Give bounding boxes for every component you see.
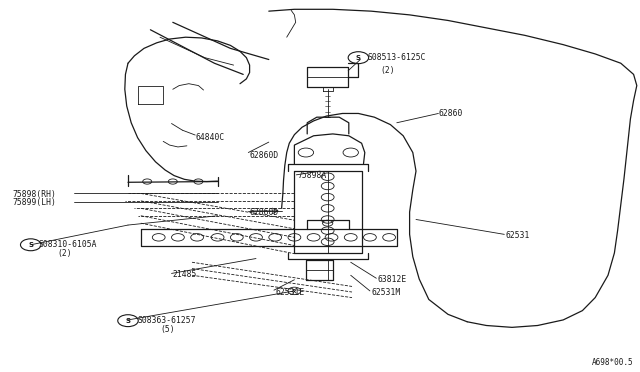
Text: 62860D: 62860D	[250, 151, 279, 160]
Text: 62860: 62860	[438, 109, 463, 118]
Text: 62860D: 62860D	[250, 208, 279, 217]
Text: 62531: 62531	[506, 231, 530, 240]
Text: 75898(RH): 75898(RH)	[13, 190, 57, 199]
Text: 75899(LH): 75899(LH)	[13, 198, 57, 207]
Text: 63812E: 63812E	[378, 275, 407, 284]
Text: (5): (5)	[160, 326, 175, 334]
Text: 21485: 21485	[173, 270, 197, 279]
Text: 62531M: 62531M	[371, 288, 401, 296]
Text: S: S	[125, 318, 131, 324]
Text: S08310-6105A: S08310-6105A	[38, 240, 97, 249]
Text: S08363-61257: S08363-61257	[138, 316, 196, 325]
Text: (2): (2)	[381, 66, 396, 75]
Text: A698*00.5: A698*00.5	[592, 358, 634, 367]
Text: S08513-6125C: S08513-6125C	[368, 53, 426, 62]
Text: 64840C: 64840C	[195, 133, 225, 142]
Text: S: S	[28, 242, 33, 248]
Text: 62531E: 62531E	[275, 288, 305, 296]
Text: S: S	[356, 55, 361, 61]
Text: 75898A: 75898A	[298, 171, 327, 180]
Text: (2): (2)	[58, 249, 72, 258]
